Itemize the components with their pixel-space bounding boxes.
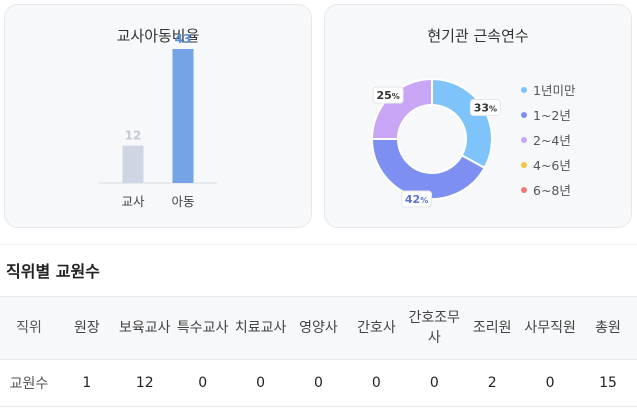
staff-table-row: 교원수 1 12 0 0 0 0 0 2 0 15 xyxy=(0,359,637,407)
table-cell: 12 xyxy=(115,359,174,407)
table-header-cell: 간호사 xyxy=(347,296,406,360)
table-cell: 0 xyxy=(173,359,232,407)
legend-dot-icon xyxy=(521,161,527,168)
donut-label-text: 25% xyxy=(376,89,399,102)
table-cell: 15 xyxy=(579,359,637,407)
table-cell: 2 xyxy=(463,359,522,407)
ratio-bar-chart: 12 교사 43 아동 xyxy=(99,32,217,209)
ratio-card-title: 교사아동비율 xyxy=(116,27,200,45)
table-header-cell: 조리원 xyxy=(463,296,522,360)
table-header-cell: 영양사 xyxy=(289,296,348,360)
legend-dot-icon xyxy=(521,136,527,143)
table-header-cell: 간호조무사 xyxy=(405,296,464,360)
donut-label-text: 33% xyxy=(474,101,497,114)
legend-item[interactable]: 4~6년 xyxy=(521,152,575,177)
staff-table: 직위 원장 보육교사 특수교사 치료교사 영양사 간호사 간호조무사 조리원 사무직원 총원 교원수… xyxy=(0,296,637,407)
bar-1 xyxy=(172,49,194,183)
legend-item[interactable]: 1년미만 xyxy=(521,77,575,102)
donut-value-label: 25% xyxy=(372,86,404,104)
staff-section-title: 직위별 교원수 xyxy=(6,262,100,281)
table-cell: 0 xyxy=(521,359,580,407)
donut-slice-2 xyxy=(370,77,433,140)
donut-label-box xyxy=(469,98,501,116)
legend-item[interactable]: 2~4년 xyxy=(521,127,575,152)
table-cell: 0 xyxy=(347,359,406,407)
table-header-cell: 총원 xyxy=(579,296,637,360)
table-cell: 0 xyxy=(289,359,348,407)
table-cell: 1 xyxy=(57,359,116,407)
legend-label: 1년미만 xyxy=(533,83,576,98)
table-cell: 0 xyxy=(405,359,464,407)
tenure-legend: 1년미만 1~2년 2~4년 4~6년 6~8년 xyxy=(521,77,575,202)
legend-label: 6~8년 xyxy=(533,183,571,198)
tenure-card: 현기관 근속연수 33% 42% 25% 1년미만 1~2년 2~4년 4~6년 6~8년 xyxy=(324,4,632,228)
table-header-cell: 보육교사 xyxy=(115,296,174,360)
legend-label: 1~2년 xyxy=(533,108,571,123)
bar-category-label: 아동 xyxy=(171,194,194,209)
table-cell: 0 xyxy=(231,359,290,407)
legend-item[interactable]: 1~2년 xyxy=(521,102,575,127)
bar-category-label: 교사 xyxy=(121,194,145,209)
donut-slice-1 xyxy=(370,138,486,200)
legend-dot-icon xyxy=(521,111,527,118)
donut-value-label: 33% xyxy=(469,98,501,116)
bar-value-label: 43 xyxy=(175,32,192,46)
staff-table-header-row: 직위 원장 보육교사 특수교사 치료교사 영양사 간호사 간호조무사 조리원 사무직원 총원 xyxy=(0,296,637,360)
section-divider xyxy=(0,244,637,245)
tenure-donut-chart: 33% 42% 25% xyxy=(370,77,501,208)
legend-item[interactable]: 6~8년 xyxy=(521,177,575,202)
teacher-child-ratio-card: 교사아동비율 12 교사 43 아동 xyxy=(4,4,312,228)
legend-dot-icon xyxy=(521,186,527,193)
donut-label-box xyxy=(372,86,404,104)
table-header-cell: 원장 xyxy=(57,296,116,360)
table-header-cell: 직위 xyxy=(0,296,58,360)
tenure-card-title: 현기관 근속연수 xyxy=(427,27,529,45)
donut-label-text: 42% xyxy=(405,193,428,206)
bar-value-label: 12 xyxy=(125,129,142,143)
legend-dot-icon xyxy=(521,86,527,93)
table-header-cell: 사무직원 xyxy=(521,296,580,360)
bar-0 xyxy=(122,145,144,183)
row-label-cell: 교원수 xyxy=(0,359,58,407)
donut-value-label: 42% xyxy=(401,190,433,208)
table-header-cell: 치료교사 xyxy=(231,296,290,360)
donut-label-box xyxy=(401,190,433,208)
legend-label: 4~6년 xyxy=(533,158,571,173)
legend-label: 2~4년 xyxy=(533,133,571,148)
table-header-cell: 특수교사 xyxy=(173,296,232,360)
